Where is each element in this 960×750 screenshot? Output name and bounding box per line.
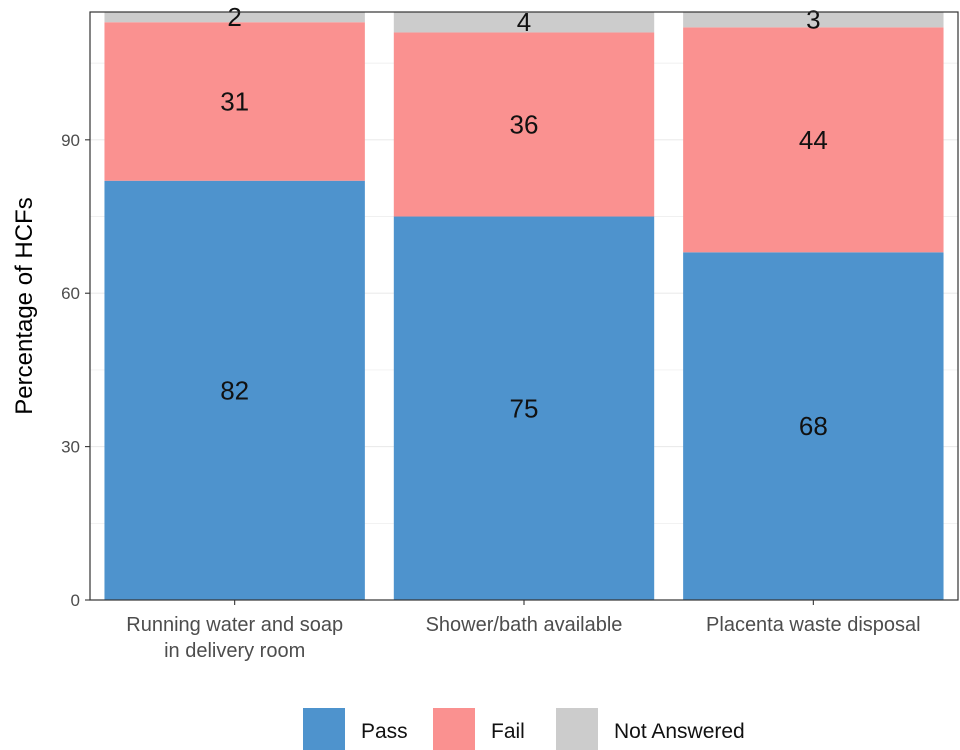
y-tick-label: 60 [61, 284, 80, 303]
bar-segment-fail [683, 27, 944, 253]
y-tick-label: 0 [71, 591, 80, 610]
legend-key-pass [303, 708, 345, 750]
legend-key-fail [433, 708, 475, 750]
legend-key-not-answered [556, 708, 598, 750]
data-label: 2 [227, 2, 241, 32]
bar-segment-fail [104, 22, 365, 181]
data-label: 4 [517, 7, 531, 37]
x-axis: Running water and soap in delivery room Sh… [126, 600, 921, 662]
data-label: 3 [806, 5, 820, 35]
x-tick-label: Placenta waste disposal [706, 614, 921, 636]
x-tick-label: Running water and soap in delivery room [126, 614, 343, 662]
data-labels: 82 31 2 75 36 4 68 44 3 [220, 2, 828, 441]
x-tick-label: Shower/bath available [426, 614, 623, 636]
bar-segment-fail [393, 32, 655, 217]
legend: Pass Fail Not Answered [303, 708, 745, 750]
data-label: 44 [799, 125, 828, 155]
data-label: 68 [799, 411, 828, 441]
legend-label: Not Answered [614, 720, 745, 743]
y-tick-label: 30 [61, 438, 80, 457]
y-axis: 0 30 60 90 [61, 131, 90, 610]
legend-label: Fail [491, 720, 525, 743]
y-tick-label: 90 [61, 131, 80, 150]
data-label: 82 [220, 375, 249, 405]
y-axis-title: Percentage of HCFs [11, 197, 38, 414]
data-label: 75 [510, 393, 539, 423]
bar-segment-not-answered [683, 12, 944, 28]
data-label: 31 [220, 86, 249, 116]
bar-segment-pass [683, 252, 944, 600]
data-label: 36 [510, 109, 539, 139]
bar-segment-not-answered [393, 12, 655, 33]
bar-segment-not-answered [104, 12, 365, 23]
bars [104, 12, 944, 601]
bar-segment-pass [104, 180, 365, 600]
legend-label: Pass [361, 720, 408, 743]
bar-segment-pass [393, 216, 655, 601]
